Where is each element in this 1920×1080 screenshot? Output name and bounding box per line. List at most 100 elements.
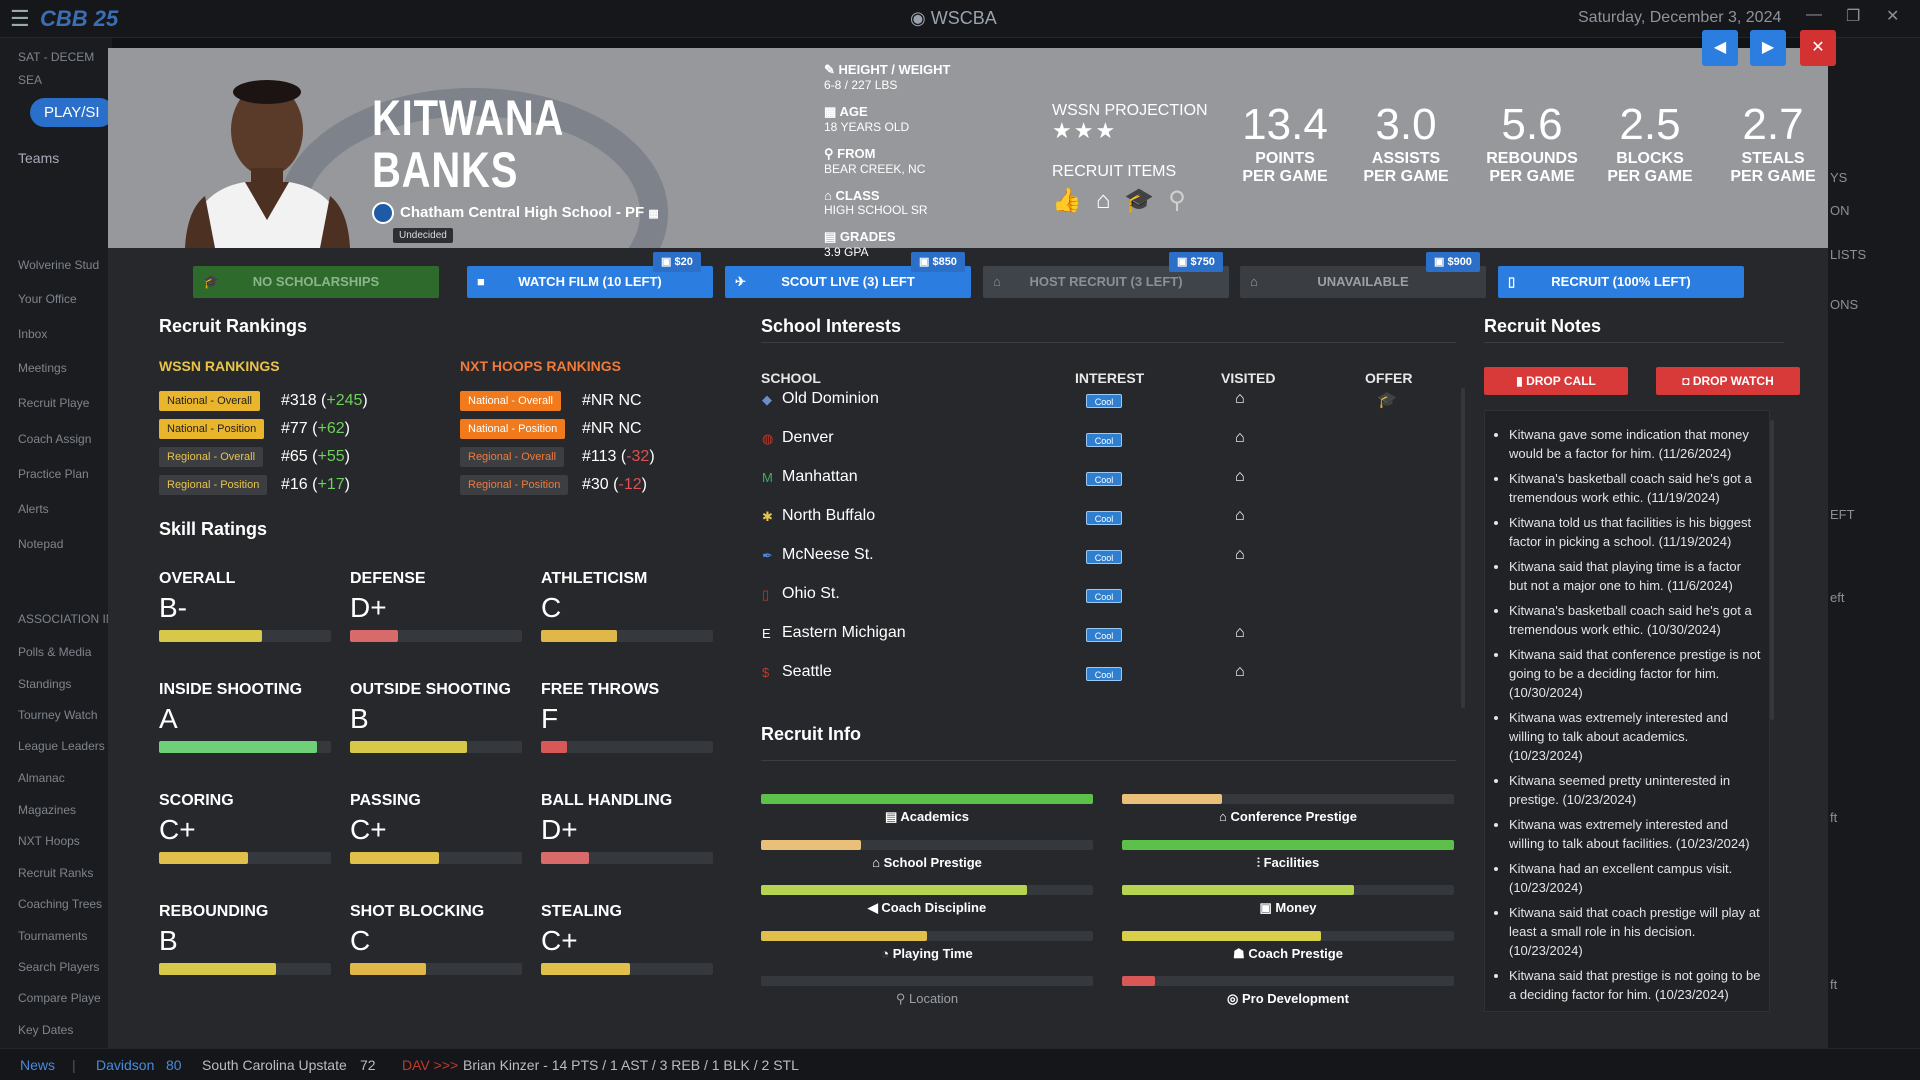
- sidebar-item[interactable]: Meetings: [18, 361, 67, 375]
- rank-number: #NR NC: [582, 420, 642, 437]
- stat-block: 2.5 BLOCKS PER GAME: [1580, 100, 1720, 186]
- sidebar-item[interactable]: Standings: [18, 677, 72, 691]
- school-name[interactable]: Old Dominion: [782, 390, 879, 407]
- right-panel-item[interactable]: LISTS: [1830, 247, 1867, 262]
- sidebar-item[interactable]: Alerts: [18, 502, 49, 516]
- school-name[interactable]: Denver: [782, 429, 834, 446]
- sidebar-item: Wolverine Stud: [18, 258, 100, 272]
- right-panel-item[interactable]: ft: [1830, 810, 1838, 825]
- right-panel-item[interactable]: YS: [1830, 170, 1848, 185]
- action-button[interactable]: ✈ SCOUT LIVE (3) LEFT: [725, 266, 971, 298]
- right-panel-item[interactable]: eft: [1830, 590, 1845, 605]
- minimize-icon[interactable]: —: [1806, 6, 1822, 23]
- col-school: SCHOOL: [761, 370, 821, 386]
- info-label-text: Facilities: [1263, 854, 1320, 870]
- info-label-text: Location: [908, 991, 959, 1006]
- projection-label: WSSN PROJECTION: [1052, 102, 1208, 119]
- right-panel-item[interactable]: ft: [1830, 977, 1838, 992]
- right-panel-item[interactable]: ONS: [1830, 297, 1859, 312]
- right-panel-item[interactable]: ON: [1830, 203, 1850, 218]
- col-visited: VISITED: [1221, 370, 1276, 386]
- recruit-items: 👍⌂🎓⚲: [1052, 186, 1200, 215]
- right-panel-item[interactable]: EFT: [1830, 507, 1855, 522]
- info-label-text: Money: [1275, 900, 1317, 915]
- action-button[interactable]: ⌂ HOST RECRUIT (3 LEFT): [983, 266, 1229, 298]
- school-name[interactable]: Eastern Michigan: [782, 624, 906, 641]
- sidebar-item[interactable]: Coaching Trees: [18, 897, 103, 911]
- rank-badge: National - Overall: [460, 391, 561, 411]
- skill-bar-fill: [541, 741, 567, 753]
- ticker-team1[interactable]: Davidson: [96, 1057, 155, 1073]
- player-name: KITWANA BANKS: [372, 92, 564, 196]
- sidebar-item[interactable]: Recruit Playe: [18, 396, 90, 410]
- school-name[interactable]: North Buffalo: [782, 507, 876, 524]
- route-icon[interactable]: ⚲: [1168, 187, 1200, 214]
- drop-call-button[interactable]: ▮ DROP CALL: [1484, 367, 1628, 395]
- skill-grade: D+: [541, 814, 578, 845]
- note-item: Kitwana said that conference prestige is…: [1509, 645, 1761, 702]
- interest-badge: Cool: [1086, 550, 1122, 564]
- rank-change: -12: [618, 476, 642, 493]
- sidebar-item[interactable]: Notepad: [18, 537, 64, 551]
- sidebar-item[interactable]: Practice Plan: [18, 467, 89, 481]
- ticker-line: Brian Kinzer - 14 PTS / 1 AST / 3 REB / …: [463, 1057, 799, 1073]
- sidebar-item[interactable]: Key Dates: [18, 1023, 74, 1037]
- menu-icon[interactable]: ☰: [10, 6, 30, 31]
- building-icon[interactable]: ⌂: [1095, 187, 1125, 214]
- ticker-team2[interactable]: South Carolina Upstate: [202, 1057, 347, 1073]
- sidebar-item[interactable]: PLAY/SI: [30, 98, 114, 127]
- sidebar-item[interactable]: Compare Playe: [18, 991, 101, 1005]
- rank-change: +245: [326, 392, 363, 409]
- sidebar-item[interactable]: Your Office: [18, 292, 77, 306]
- rank-number: #65: [281, 448, 308, 465]
- divider: [761, 760, 1456, 761]
- skill-bar-fill: [350, 852, 439, 864]
- ticker-news-label[interactable]: News: [20, 1057, 56, 1073]
- grades-label-text: GRADES: [839, 229, 896, 244]
- skill-label: OUTSIDE SHOOTING: [350, 681, 511, 698]
- sidebar-item[interactable]: Inbox: [18, 327, 48, 341]
- sidebar-item[interactable]: Polls & Media: [18, 645, 92, 659]
- sidebar-item[interactable]: Recruit Ranks: [18, 866, 94, 880]
- sidebar-item[interactable]: Tournaments: [18, 929, 88, 943]
- thumbs-up-icon[interactable]: 👍: [1052, 187, 1096, 214]
- next-player-button[interactable]: ▶: [1750, 30, 1786, 66]
- sidebar-item[interactable]: Search Players: [18, 960, 100, 974]
- info-label-text: School Prestige: [883, 854, 982, 870]
- info-label-text: Coach Discipline: [881, 900, 987, 915]
- stat-block: 13.4 POINTS PER GAME: [1215, 100, 1355, 186]
- sidebar-item[interactable]: Tourney Watch: [18, 708, 98, 722]
- game-logo: CBB 25: [40, 6, 119, 31]
- action-button[interactable]: ▯ RECRUIT (100% LEFT): [1498, 266, 1744, 298]
- player-portrait: [185, 80, 350, 248]
- close-modal-button[interactable]: ✕: [1800, 30, 1836, 66]
- school-name[interactable]: Manhattan: [782, 468, 858, 485]
- graduation-cap-icon[interactable]: 🎓: [1124, 187, 1169, 214]
- notes-scrollbar[interactable]: [1770, 420, 1774, 720]
- sidebar-item[interactable]: Coach Assign: [18, 432, 92, 446]
- school-logo-icon: ◍: [762, 431, 774, 446]
- video-icon: ■: [477, 274, 485, 289]
- drop-watch-button[interactable]: ◘ DROP WATCH: [1656, 367, 1800, 395]
- school-name[interactable]: McNeese St.: [782, 546, 874, 563]
- prev-player-button[interactable]: ◀: [1702, 30, 1738, 66]
- school-name[interactable]: Seattle: [782, 663, 832, 680]
- sidebar-item[interactable]: Almanac: [18, 771, 65, 785]
- sidebar-item[interactable]: Magazines: [18, 803, 77, 817]
- ticker-divider: |: [72, 1057, 76, 1073]
- sidebar-item[interactable]: League Leaders: [18, 739, 105, 753]
- interests-scrollbar[interactable]: [1461, 388, 1465, 708]
- info-bar-fill: [761, 839, 861, 850]
- stat-value: 5.6: [1501, 100, 1563, 149]
- school-name[interactable]: Ohio St.: [782, 585, 840, 602]
- stat-label-sub: PER GAME: [1607, 168, 1693, 185]
- sidebar-item[interactable]: Teams: [18, 150, 60, 166]
- school-interests-title: School Interests: [761, 316, 902, 336]
- sidebar-item[interactable]: NXT Hoops: [18, 834, 80, 848]
- sidebar-item[interactable]: SEA: [18, 73, 43, 87]
- restore-icon[interactable]: ❐: [1846, 8, 1861, 25]
- note-item: Kitwana was extremely interested and wil…: [1509, 708, 1761, 765]
- sidebar: [0, 38, 112, 1048]
- close-window-icon[interactable]: ✕: [1886, 8, 1900, 25]
- stat-label: REBOUNDS: [1486, 150, 1578, 167]
